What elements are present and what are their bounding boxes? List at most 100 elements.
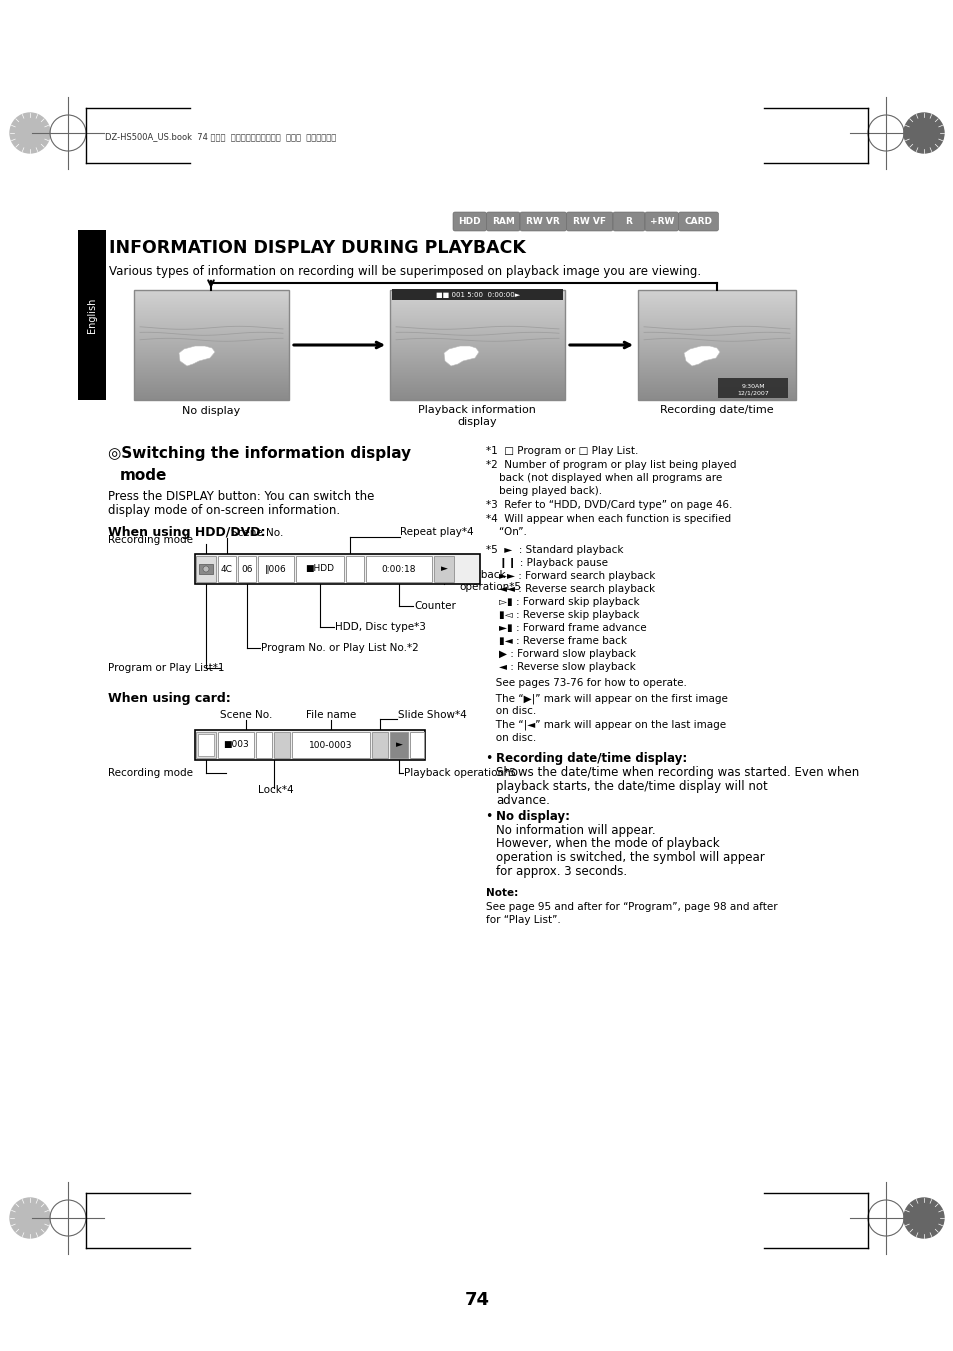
Text: Counter: Counter <box>414 601 456 611</box>
Text: When using HDD/DVD:: When using HDD/DVD: <box>108 526 265 539</box>
Text: However, when the mode of playback: However, when the mode of playback <box>496 838 719 850</box>
Circle shape <box>903 113 943 153</box>
Text: See page 95 and after for “Program”, page 98 and after: See page 95 and after for “Program”, pag… <box>485 902 777 912</box>
Text: The “|◄” mark will appear on the last image: The “|◄” mark will appear on the last im… <box>485 720 725 731</box>
Bar <box>194 554 479 584</box>
Bar <box>218 557 235 582</box>
Circle shape <box>10 1198 50 1238</box>
FancyBboxPatch shape <box>566 212 613 231</box>
Text: Lock*4: Lock*4 <box>258 785 294 794</box>
Text: ▮◅ : Reverse skip playback: ▮◅ : Reverse skip playback <box>485 611 639 620</box>
Text: R: R <box>625 216 632 226</box>
Text: File name: File name <box>306 711 355 720</box>
Text: See pages 73-76 for how to operate.: See pages 73-76 for how to operate. <box>485 678 686 688</box>
Text: advance.: advance. <box>496 794 549 807</box>
Text: Scene No.: Scene No. <box>219 711 272 720</box>
Text: ►: ► <box>440 565 447 574</box>
Text: RAM: RAM <box>492 216 515 226</box>
Bar <box>274 732 290 758</box>
Text: Program No. or Play List No.*2: Program No. or Play List No.*2 <box>261 643 418 653</box>
Bar <box>194 730 424 761</box>
Text: operation is switched, the symbol will appear: operation is switched, the symbol will a… <box>496 851 764 865</box>
Text: INFORMATION DISPLAY DURING PLAYBACK: INFORMATION DISPLAY DURING PLAYBACK <box>109 239 525 257</box>
Text: No display: No display <box>182 407 240 416</box>
Text: ◎Switching the information display: ◎Switching the information display <box>108 446 411 461</box>
Text: *4  Will appear when each function is specified: *4 Will appear when each function is spe… <box>485 513 730 524</box>
Polygon shape <box>443 346 478 366</box>
Circle shape <box>903 1198 943 1238</box>
Bar <box>255 732 272 758</box>
Text: on disc.: on disc. <box>485 707 536 716</box>
Text: Slide Show*4: Slide Show*4 <box>397 711 466 720</box>
Text: Repeat play*4: Repeat play*4 <box>399 527 473 536</box>
Text: Scene No.: Scene No. <box>231 528 283 538</box>
Text: Note:: Note: <box>485 888 517 898</box>
Text: “On”.: “On”. <box>485 527 526 536</box>
Bar <box>295 557 344 582</box>
Bar <box>390 290 564 400</box>
Text: Playback
operation*5: Playback operation*5 <box>458 570 520 592</box>
Bar <box>198 734 213 757</box>
Text: ▶ : Forward slow playback: ▶ : Forward slow playback <box>485 648 636 659</box>
Text: Recording date/time: Recording date/time <box>659 405 773 415</box>
Text: •: • <box>485 811 497 823</box>
Text: Shows the date/time when recording was started. Even when: Shows the date/time when recording was s… <box>496 766 859 780</box>
Text: 0:00:18: 0:00:18 <box>381 565 416 574</box>
Text: ◄◄ : Reverse search playback: ◄◄ : Reverse search playback <box>485 584 655 594</box>
Bar <box>292 732 370 758</box>
Text: ◄ : Reverse slow playback: ◄ : Reverse slow playback <box>485 662 635 671</box>
Text: No information will appear.: No information will appear. <box>496 824 655 838</box>
Text: Various types of information on recording will be superimposed on playback image: Various types of information on recordin… <box>109 266 700 278</box>
Text: ❙❙ : Playback pause: ❙❙ : Playback pause <box>485 558 607 567</box>
Text: ▻▮ : Forward skip playback: ▻▮ : Forward skip playback <box>485 597 639 607</box>
Text: back (not displayed when all programs are: back (not displayed when all programs ar… <box>485 473 721 484</box>
Text: 9:30AM
12/1/2007: 9:30AM 12/1/2007 <box>737 384 768 396</box>
Text: *1  □ Program or □ Play List.: *1 □ Program or □ Play List. <box>485 446 638 457</box>
Bar <box>638 290 795 400</box>
Bar <box>195 732 215 758</box>
Bar <box>434 557 454 582</box>
Bar <box>718 378 787 399</box>
Text: *5  ►  : Standard playback: *5 ► : Standard playback <box>485 544 623 555</box>
Text: display mode of on-screen information.: display mode of on-screen information. <box>108 504 340 517</box>
Text: Recording mode: Recording mode <box>108 535 193 544</box>
Text: for “Play List”.: for “Play List”. <box>485 915 560 925</box>
Circle shape <box>203 566 209 571</box>
Bar <box>195 557 215 582</box>
Bar <box>366 557 432 582</box>
Bar <box>199 563 213 574</box>
Text: ►► : Forward search playback: ►► : Forward search playback <box>485 571 655 581</box>
Text: RW VR: RW VR <box>526 216 559 226</box>
Text: ▮◄ : Reverse frame back: ▮◄ : Reverse frame back <box>485 636 626 646</box>
FancyBboxPatch shape <box>613 212 644 231</box>
Text: •: • <box>485 753 497 765</box>
Text: HDD, Disc type*3: HDD, Disc type*3 <box>335 621 425 632</box>
Text: for approx. 3 seconds.: for approx. 3 seconds. <box>496 865 626 878</box>
Circle shape <box>10 113 50 153</box>
Text: 4C: 4C <box>221 565 233 574</box>
Text: ■003: ■003 <box>223 740 249 750</box>
Text: +RW: +RW <box>649 216 673 226</box>
Bar <box>133 290 289 400</box>
Polygon shape <box>683 346 720 366</box>
Text: 74: 74 <box>464 1292 489 1309</box>
Text: ‖006: ‖006 <box>265 565 287 574</box>
Text: The “▶|” mark will appear on the first image: The “▶|” mark will appear on the first i… <box>485 693 727 704</box>
Text: *3  Refer to “HDD, DVD/Card type” on page 46.: *3 Refer to “HDD, DVD/Card type” on page… <box>485 500 732 509</box>
Bar <box>410 732 423 758</box>
Text: 06: 06 <box>241 565 253 574</box>
Bar <box>78 230 106 400</box>
Text: Press the DISPLAY button: You can switch the: Press the DISPLAY button: You can switch… <box>108 490 374 503</box>
Text: *2  Number of program or play list being played: *2 Number of program or play list being … <box>485 459 736 470</box>
FancyBboxPatch shape <box>644 212 678 231</box>
FancyBboxPatch shape <box>678 212 718 231</box>
Text: being played back).: being played back). <box>485 486 601 496</box>
FancyBboxPatch shape <box>453 212 486 231</box>
Bar <box>390 732 408 758</box>
Text: playback starts, the date/time display will not: playback starts, the date/time display w… <box>496 780 767 793</box>
Bar <box>257 557 294 582</box>
Text: ►▮ : Forward frame advance: ►▮ : Forward frame advance <box>485 623 646 634</box>
Polygon shape <box>179 346 214 366</box>
Bar <box>237 557 255 582</box>
Text: 100-0003: 100-0003 <box>309 740 353 750</box>
